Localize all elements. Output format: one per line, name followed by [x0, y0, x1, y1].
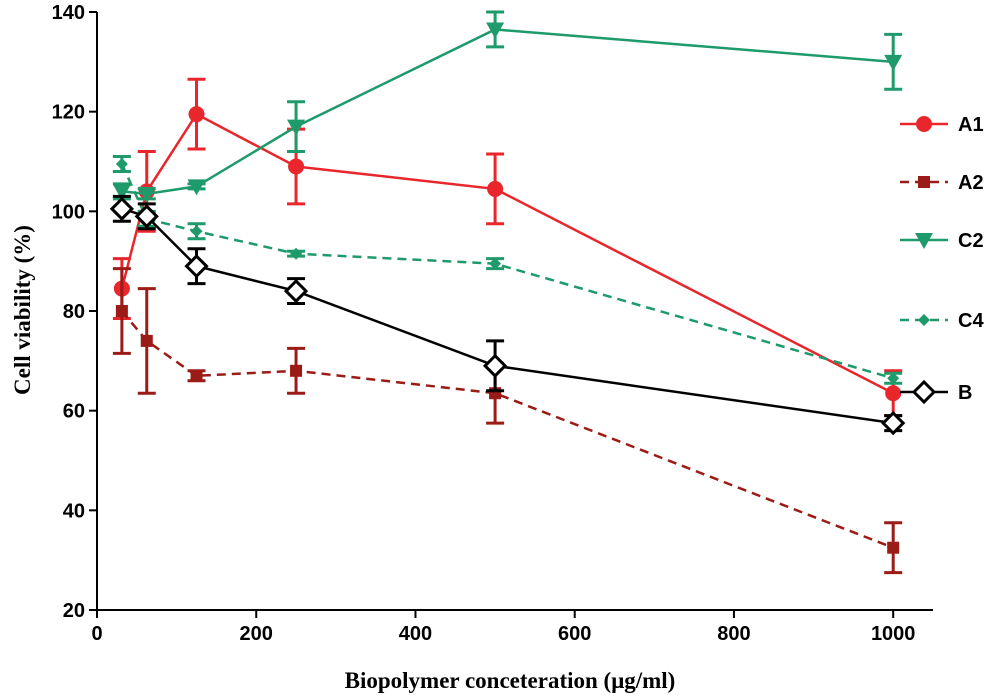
- data-point: [290, 364, 303, 377]
- data-point: [489, 257, 502, 270]
- y-tick-label: 40: [63, 500, 85, 522]
- data-point: [887, 541, 900, 554]
- data-point: [140, 334, 153, 347]
- series-line-c2: [121, 28, 894, 196]
- legend-label: A1: [958, 114, 984, 136]
- data-point: [884, 54, 903, 71]
- data-point: [184, 254, 209, 279]
- series-a2: [112, 267, 903, 575]
- x-tick-label: 800: [717, 623, 750, 645]
- data-point: [112, 184, 131, 201]
- legend-label: C2: [958, 230, 984, 252]
- x-axis-title: Biopolymer conceteration (μg/ml): [345, 668, 676, 693]
- data-point: [134, 204, 159, 229]
- legend-label: B: [958, 382, 972, 404]
- data-point: [482, 353, 508, 378]
- data-point: [486, 22, 505, 39]
- x-tick-label: 0: [91, 623, 102, 645]
- series-layer: [109, 10, 906, 575]
- legend-label: A2: [958, 172, 984, 194]
- legend-item-a2: A2: [900, 172, 984, 194]
- x-tick-label: 600: [558, 623, 591, 645]
- legend-marker: [918, 176, 930, 188]
- data-point: [187, 179, 206, 196]
- x-tick-label: 400: [399, 623, 432, 645]
- legend: A1 A2 C2 C4 B: [900, 114, 984, 405]
- legend-marker: [918, 314, 930, 326]
- series-line-a1: [120, 112, 894, 395]
- x-tick-label: 200: [240, 623, 273, 645]
- legend-item-b: B: [900, 379, 972, 405]
- data-point: [283, 278, 309, 304]
- data-point: [288, 158, 305, 175]
- data-point: [109, 196, 135, 221]
- series-b: [109, 194, 906, 436]
- data-point: [115, 305, 128, 317]
- data-point: [881, 411, 906, 436]
- legend-label: C4: [958, 310, 984, 332]
- legend-item-c4: C4: [900, 310, 984, 332]
- data-point: [887, 372, 900, 385]
- data-point: [487, 180, 504, 197]
- x-tick-label: 1000: [871, 623, 916, 645]
- y-axis-title: Cell viability (%): [10, 225, 35, 395]
- series-c2: [112, 10, 903, 203]
- data-point: [885, 385, 902, 402]
- data-point: [287, 119, 306, 136]
- legend-item-c2: C2: [900, 230, 984, 252]
- legend-marker: [916, 116, 932, 132]
- data-point: [115, 157, 128, 170]
- data-point: [188, 106, 205, 123]
- series-line-a2: [120, 310, 894, 549]
- legend-item-a1: A1: [900, 114, 984, 136]
- y-tick-label: 120: [52, 102, 85, 124]
- y-tick-label: 100: [52, 201, 85, 223]
- series-a1: [112, 77, 903, 418]
- data-point: [190, 225, 203, 238]
- legend-marker: [915, 233, 933, 249]
- y-tick-label: 60: [63, 401, 85, 423]
- legend-marker: [911, 379, 937, 405]
- data-point: [290, 247, 303, 260]
- y-tick-label: 140: [52, 2, 85, 24]
- y-tick-label: 80: [63, 301, 85, 323]
- y-tick-label: 20: [63, 600, 85, 622]
- data-point: [190, 369, 203, 382]
- data-point: [137, 186, 156, 203]
- series-c4: [112, 155, 903, 385]
- axes: 20 40 60 80 100 120 140 0 200 400 600 800 1000: [52, 2, 933, 645]
